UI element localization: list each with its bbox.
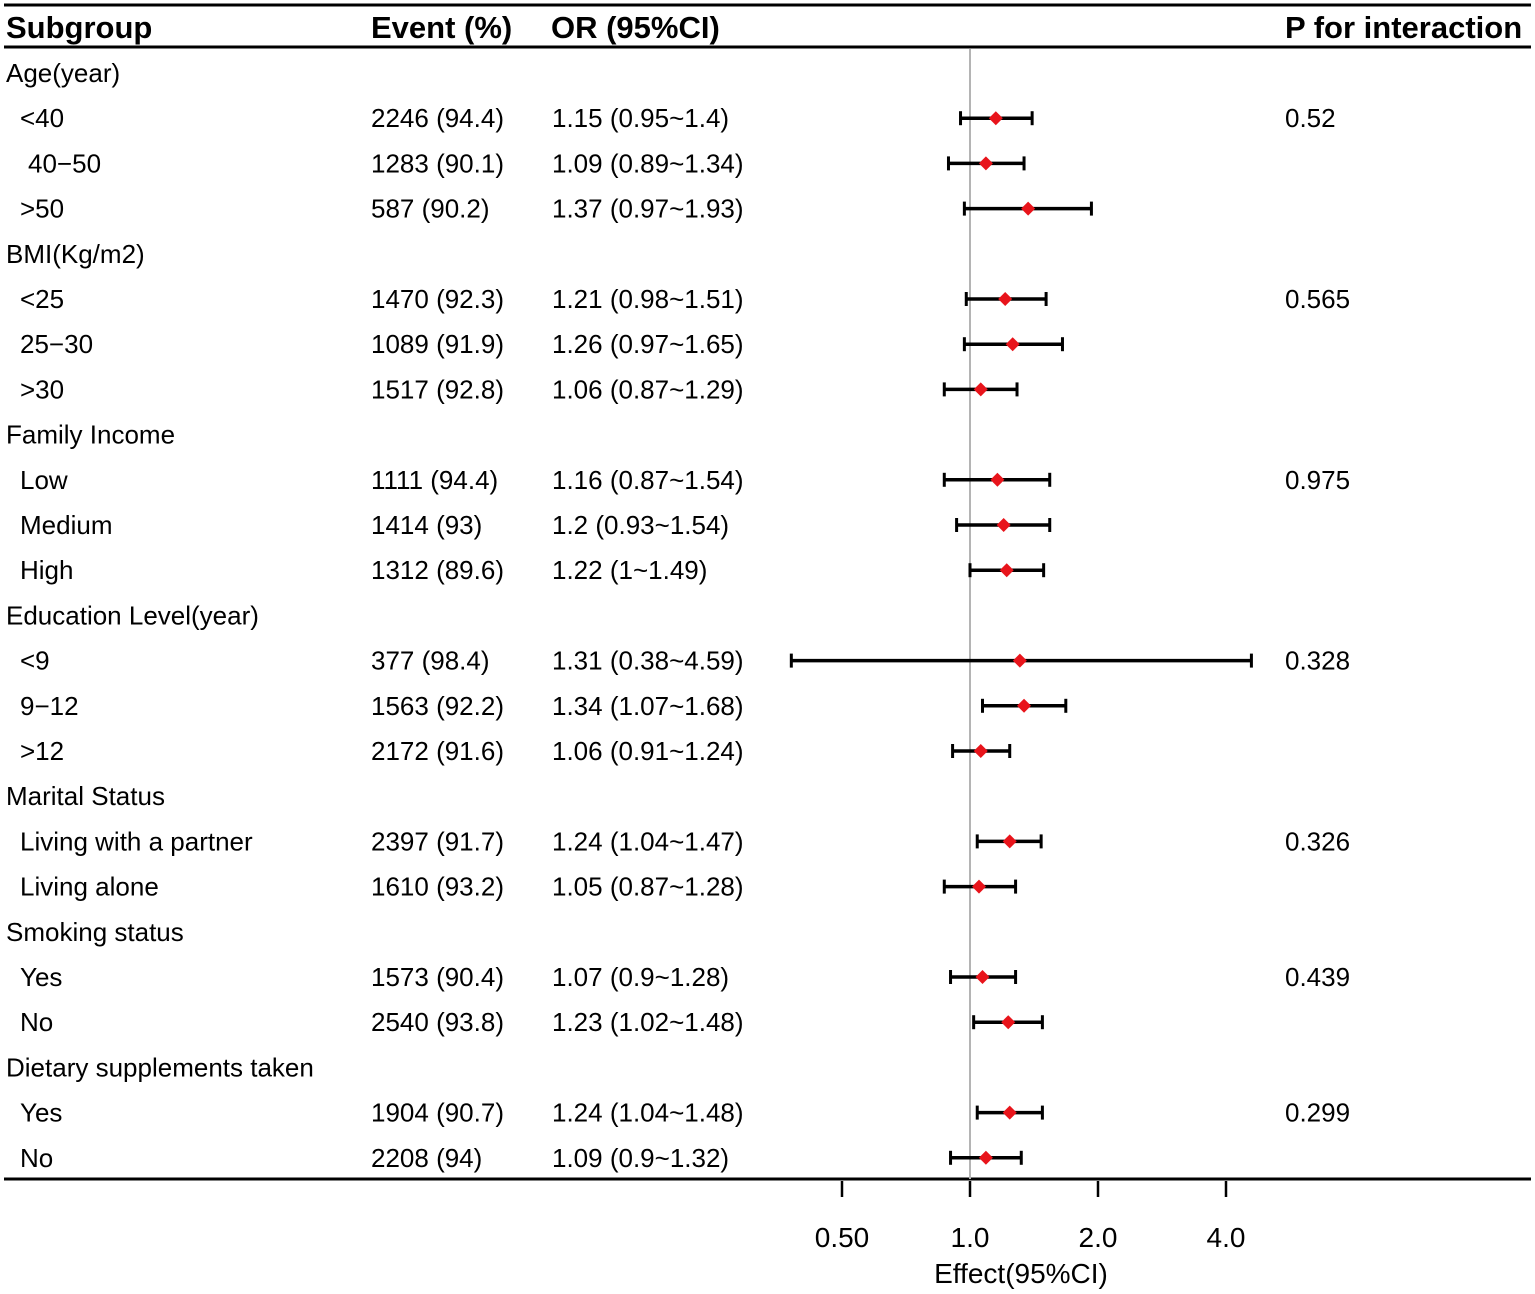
x-tick-label: 2.0	[1079, 1222, 1118, 1253]
p-interaction-value: 0.975	[1285, 465, 1350, 495]
or-ci-value: 1.26 (0.97~1.65)	[552, 329, 744, 359]
group-label: Family Income	[6, 420, 175, 450]
event-value: 1470 (92.3)	[371, 284, 504, 314]
or-ci-value: 1.15 (0.95~1.4)	[552, 103, 729, 133]
or-ci-value: 1.09 (0.9~1.32)	[552, 1143, 729, 1173]
or-point	[978, 1150, 993, 1165]
or-point	[988, 111, 1003, 126]
p-interaction-value: 0.439	[1285, 962, 1350, 992]
or-ci-value: 1.09 (0.89~1.34)	[552, 148, 744, 178]
or-point	[1021, 201, 1036, 216]
subgroup-label: <40	[20, 103, 64, 133]
or-point	[999, 563, 1014, 578]
subgroup-label: 25−30	[20, 329, 93, 359]
or-point	[1002, 834, 1017, 849]
event-value: 2397 (91.7)	[371, 826, 504, 856]
or-point	[996, 518, 1011, 532]
p-interaction-value: 0.299	[1285, 1098, 1350, 1128]
x-axis-label: Effect(95%CI)	[934, 1258, 1108, 1289]
or-point	[998, 292, 1013, 306]
header-or: OR (95%CI)	[551, 10, 720, 45]
or-ci-value: 1.05 (0.87~1.28)	[552, 872, 744, 902]
x-tick-label: 1.0	[951, 1222, 990, 1253]
or-ci-value: 1.34 (1.07~1.68)	[552, 691, 744, 721]
subgroup-label: 40−50	[28, 148, 101, 178]
event-value: 1312 (89.6)	[371, 555, 504, 585]
or-ci-value: 1.22 (1~1.49)	[552, 555, 707, 585]
or-ci-value: 1.37 (0.97~1.93)	[552, 194, 744, 224]
or-point	[1012, 653, 1027, 668]
or-ci-value: 1.06 (0.87~1.29)	[552, 374, 744, 404]
event-value: 1517 (92.8)	[371, 374, 504, 404]
event-value: 2246 (94.4)	[371, 103, 504, 133]
event-value: 377 (98.4)	[371, 646, 490, 676]
or-point	[978, 156, 993, 171]
or-ci-value: 1.2 (0.93~1.54)	[552, 510, 729, 540]
p-interaction-value: 0.52	[1285, 103, 1336, 133]
p-interaction-value: 0.565	[1285, 284, 1350, 314]
or-point	[1017, 698, 1032, 713]
x-axis: 0.50 1.0 2.0 4.0	[815, 1181, 1246, 1253]
event-value: 1573 (90.4)	[371, 962, 504, 992]
group-label: Age(year)	[6, 58, 120, 88]
p-interaction-value: 0.326	[1285, 826, 1350, 856]
event-value: 1563 (92.2)	[371, 691, 504, 721]
or-point	[973, 382, 988, 397]
subgroup-label: Yes	[20, 1098, 62, 1128]
subgroup-label: 9−12	[20, 691, 79, 721]
or-ci-value: 1.24 (1.04~1.48)	[552, 1098, 744, 1128]
subgroup-label: Low	[20, 465, 68, 495]
subgroup-label: <9	[20, 646, 50, 676]
event-value: 1414 (93)	[371, 510, 482, 540]
rows-layer: Age(year) <40 2246 (94.4) 1.15 (0.95~1.4) 0.…	[6, 58, 1350, 1173]
event-value: 1904 (90.7)	[371, 1098, 504, 1128]
or-point	[975, 970, 990, 984]
event-value: 2208 (94)	[371, 1143, 482, 1173]
event-value: 1089 (91.9)	[371, 329, 504, 359]
p-interaction-value: 0.328	[1285, 646, 1350, 676]
subgroup-label: Living with a partner	[20, 826, 253, 856]
subgroup-label: No	[20, 1007, 53, 1037]
or-ci-value: 1.16 (0.87~1.54)	[552, 465, 744, 495]
or-ci-value: 1.21 (0.98~1.51)	[552, 284, 744, 314]
or-point	[972, 879, 987, 894]
header-p-interaction: P for interaction	[1285, 10, 1522, 45]
or-ci-value: 1.23 (1.02~1.48)	[552, 1007, 744, 1037]
event-value: 587 (90.2)	[371, 194, 490, 224]
subgroup-label: No	[20, 1143, 53, 1173]
x-tick-label: 4.0	[1207, 1222, 1246, 1253]
group-label: BMI(Kg/m2)	[6, 239, 145, 269]
event-value: 2172 (91.6)	[371, 736, 504, 766]
or-ci-value: 1.31 (0.38~4.59)	[552, 646, 744, 676]
event-value: 1111 (94.4)	[371, 465, 498, 495]
or-point	[1001, 1015, 1016, 1030]
or-point	[1002, 1105, 1017, 1120]
or-point	[990, 472, 1005, 487]
subgroup-label: Living alone	[20, 872, 159, 902]
or-point	[1005, 337, 1020, 352]
subgroup-label: >30	[20, 374, 64, 404]
or-ci-value: 1.06 (0.91~1.24)	[552, 736, 744, 766]
subgroup-label: High	[20, 555, 73, 585]
subgroup-label: Medium	[20, 510, 112, 540]
header-subgroup: Subgroup	[6, 10, 152, 45]
subgroup-label: Yes	[20, 962, 62, 992]
group-label: Education Level(year)	[6, 600, 259, 630]
x-tick-label: 0.50	[815, 1222, 870, 1253]
subgroup-label: >12	[20, 736, 64, 766]
event-value: 1610 (93.2)	[371, 872, 504, 902]
group-label: Dietary supplements taken	[6, 1052, 314, 1082]
subgroup-label: >50	[20, 194, 64, 224]
or-ci-value: 1.24 (1.04~1.47)	[552, 826, 744, 856]
group-label: Smoking status	[6, 917, 184, 947]
subgroup-label: <25	[20, 284, 64, 314]
event-value: 1283 (90.1)	[371, 148, 504, 178]
header-event: Event (%)	[371, 10, 512, 45]
or-ci-value: 1.07 (0.9~1.28)	[552, 962, 729, 992]
or-point	[973, 744, 988, 758]
group-label: Marital Status	[6, 781, 165, 811]
event-value: 2540 (93.8)	[371, 1007, 504, 1037]
